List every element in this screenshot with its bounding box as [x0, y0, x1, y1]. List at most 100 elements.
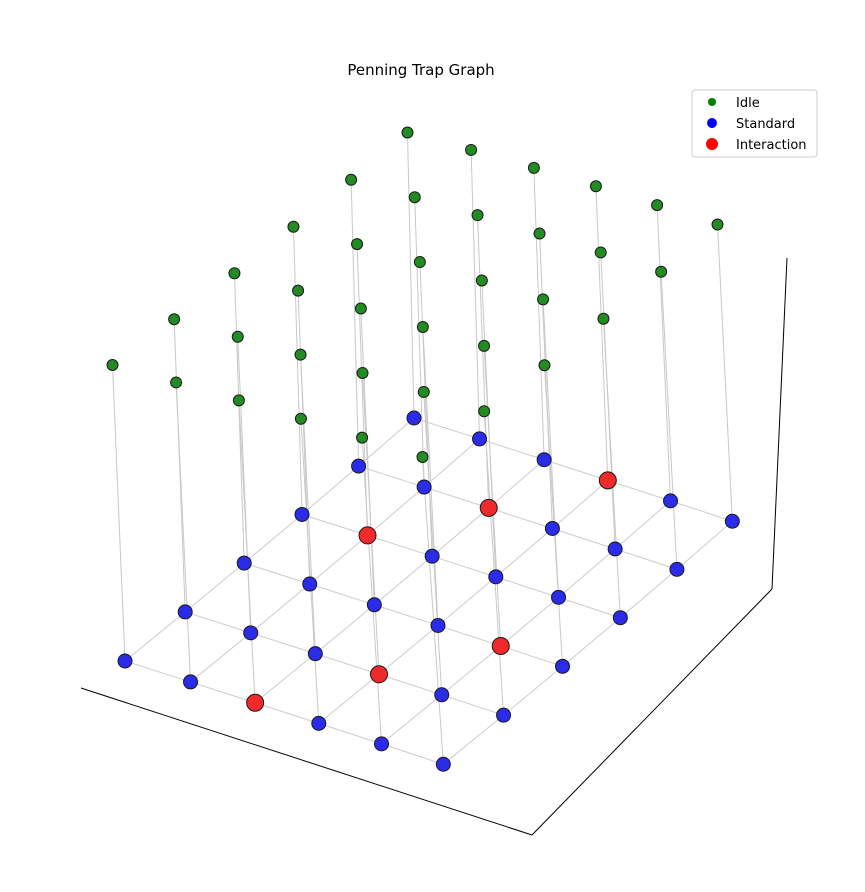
- lattice-edge: [184, 562, 245, 613]
- vertical-stem: [481, 280, 497, 577]
- lattice-edge: [309, 583, 375, 606]
- idle-point: [292, 284, 305, 297]
- vertical-stem: [423, 391, 443, 695]
- idle-point: [408, 191, 421, 204]
- idle-point: [594, 246, 607, 259]
- axis-line-vertical: [771, 257, 788, 590]
- lattice-edge: [500, 645, 563, 667]
- idle-point: [533, 227, 546, 240]
- lattice-edge: [124, 611, 186, 662]
- legend: Idle Standard Interaction: [691, 89, 818, 158]
- idle-point: [471, 209, 484, 222]
- axis-line-bottom: [80, 687, 533, 836]
- idle-point: [356, 431, 369, 444]
- vertical-stem: [600, 252, 616, 550]
- lattice-edge: [250, 583, 311, 634]
- idle-point: [651, 199, 664, 212]
- lattice-edge: [374, 555, 433, 606]
- lattice-edge: [552, 479, 609, 529]
- lattice-edge: [437, 576, 497, 626]
- lattice-edge: [614, 548, 678, 570]
- idle-point: [475, 274, 488, 287]
- vertical-stem: [542, 299, 560, 598]
- lattice-edge: [558, 596, 621, 619]
- lattice-edge: [367, 534, 433, 557]
- standard-point: [351, 458, 367, 474]
- idle-point: [465, 143, 478, 156]
- idle-point: [294, 348, 307, 361]
- idle-point: [231, 330, 244, 343]
- lattice-edge: [558, 548, 616, 598]
- standard-point: [424, 548, 440, 564]
- idle-point: [527, 161, 540, 174]
- lattice-edge: [431, 555, 496, 578]
- standard-point: [496, 707, 512, 723]
- lattice-edge: [413, 417, 480, 440]
- standard-point: [434, 687, 450, 703]
- standard-point: [551, 589, 567, 605]
- lattice-edge: [562, 617, 621, 667]
- lattice-edge: [378, 673, 442, 696]
- lattice-edge: [423, 486, 489, 509]
- idle-point: [354, 302, 367, 315]
- idle-point: [711, 218, 724, 231]
- vertical-stem: [477, 215, 490, 508]
- standard-point: [472, 431, 488, 447]
- lattice-edge: [614, 500, 671, 550]
- interaction-point: [491, 636, 510, 655]
- legend-marker-interaction: [706, 138, 718, 150]
- vertical-stem: [656, 205, 672, 501]
- lattice-edge: [479, 438, 545, 461]
- standard-point: [724, 513, 740, 529]
- idle-point: [170, 376, 183, 389]
- standard-point: [374, 736, 390, 752]
- axis-frame: [80, 257, 788, 836]
- vertical-stem: [717, 224, 733, 522]
- lattice-edge: [543, 459, 608, 481]
- lattice-edge: [374, 604, 439, 626]
- interaction-point: [479, 498, 498, 517]
- standard-point: [488, 569, 504, 585]
- legend-label-standard: Standard: [736, 117, 795, 132]
- lattice-edge: [309, 535, 368, 585]
- idle-point: [106, 359, 119, 371]
- lattice-edge: [381, 694, 443, 745]
- standard-point: [607, 541, 623, 557]
- lattice-edge: [503, 665, 563, 716]
- lattice-edge: [244, 562, 310, 585]
- lattice-edge: [378, 625, 439, 675]
- lattice-edge: [437, 624, 501, 647]
- idle-point: [294, 412, 307, 425]
- lattice-edge: [431, 507, 490, 557]
- legend-label-idle: Idle: [736, 96, 760, 111]
- vertical-stem: [539, 233, 553, 529]
- standard-point: [307, 646, 323, 662]
- standard-point: [663, 493, 679, 509]
- lattice-edge: [190, 632, 252, 683]
- vertical-stem: [595, 186, 609, 481]
- idle-point: [416, 320, 429, 333]
- lattice-edge: [254, 702, 319, 724]
- idle-point: [597, 312, 610, 325]
- interaction-point: [358, 526, 377, 545]
- legend-label-interaction: Interaction: [736, 138, 807, 153]
- legend-marker-standard: [707, 118, 717, 128]
- lattice-edge: [443, 714, 504, 765]
- vertical-stem: [660, 271, 678, 570]
- standard-point: [302, 576, 318, 592]
- lattice-edge: [607, 479, 671, 502]
- lattice-edge: [620, 568, 678, 619]
- standard-point: [294, 506, 310, 522]
- lattice-edge: [254, 653, 316, 704]
- standard-point: [435, 756, 451, 772]
- standard-point: [416, 479, 432, 495]
- lattice-edge: [423, 438, 480, 488]
- idle-point: [401, 126, 414, 139]
- legend-box: [691, 89, 818, 158]
- standard-point: [544, 520, 560, 536]
- lattice-edge: [495, 528, 553, 578]
- standard-point: [117, 653, 133, 669]
- idle-point: [416, 451, 429, 463]
- lattice-edge: [381, 743, 444, 765]
- lattice-edge: [318, 673, 380, 724]
